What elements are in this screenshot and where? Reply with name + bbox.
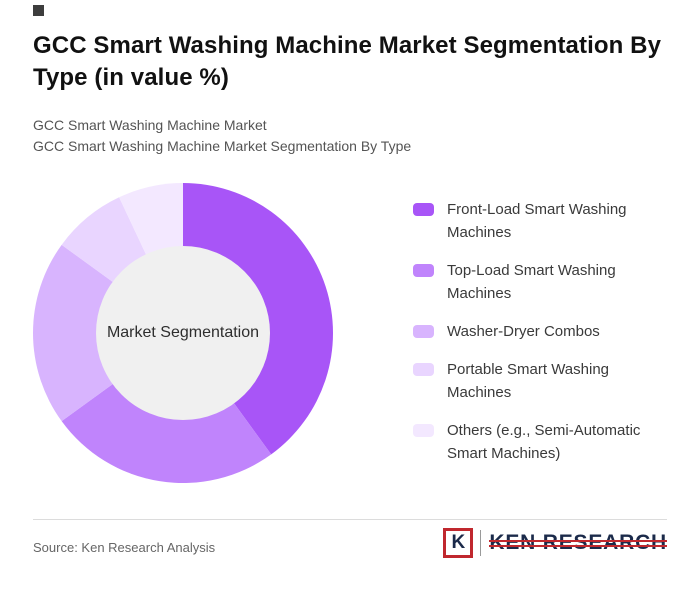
source-text: Source: Ken Research Analysis	[33, 540, 216, 555]
legend-label: Others (e.g., Semi-Automatic Smart Machi…	[447, 422, 641, 462]
legend-item: Portable Smart Washing Machines	[413, 358, 668, 404]
legend-label: Top-Load Smart Washing Machines	[447, 262, 616, 302]
donut-chart: Market Segmentation	[33, 183, 333, 483]
legend-swatch	[413, 424, 434, 437]
legend-item: Front-Load Smart Washing Machines	[413, 198, 668, 244]
legend-swatch	[413, 203, 434, 216]
legend-item: Washer-Dryer Combos	[413, 320, 668, 343]
legend-swatch	[413, 325, 434, 338]
chart-subtitle-line2: GCC Smart Washing Machine Market Segment…	[33, 138, 412, 154]
logo-brand-text: KEN RESEARCH	[489, 528, 667, 558]
legend-swatch	[413, 363, 434, 376]
footer-divider	[33, 519, 667, 520]
legend-item: Others (e.g., Semi-Automatic Smart Machi…	[413, 419, 668, 465]
legend-swatch	[413, 264, 434, 277]
legend-label: Washer-Dryer Combos	[447, 323, 600, 340]
ken-research-logo: K KEN RESEARCH	[443, 528, 667, 558]
legend-label: Portable Smart Washing Machines	[447, 361, 610, 401]
donut-center-circle	[96, 246, 270, 420]
legend-item: Top-Load Smart Washing Machines	[413, 259, 668, 305]
donut-svg	[33, 183, 333, 483]
logo-brand-label: KEN RESEARCH	[489, 531, 667, 554]
corner-marker	[33, 5, 44, 16]
legend-label: Front-Load Smart Washing Machines	[447, 201, 627, 241]
logo-k-icon: K	[443, 528, 474, 558]
chart-subtitle-line1: GCC Smart Washing Machine Market	[33, 117, 267, 133]
logo-separator	[480, 530, 482, 556]
legend: Front-Load Smart Washing Machines Top-Loa…	[413, 198, 668, 480]
page-title: GCC Smart Washing Machine Market Segment…	[33, 32, 662, 91]
